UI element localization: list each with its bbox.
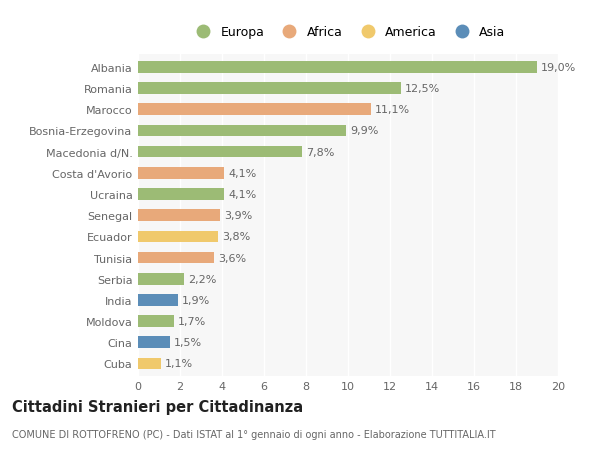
Text: 4,1%: 4,1% [229,168,257,179]
Text: 1,1%: 1,1% [166,358,193,369]
Text: 19,0%: 19,0% [541,63,577,73]
Text: 11,1%: 11,1% [376,105,410,115]
Text: 1,7%: 1,7% [178,316,206,326]
Text: 7,8%: 7,8% [306,147,334,157]
Bar [138,231,218,243]
Bar [138,62,537,73]
Text: 9,9%: 9,9% [350,126,379,136]
Bar [138,189,224,201]
Bar [138,358,161,369]
Bar [138,146,302,158]
Bar [138,273,184,285]
Text: 1,5%: 1,5% [174,337,202,347]
Bar [138,83,401,95]
Text: 12,5%: 12,5% [404,84,440,94]
Bar [138,125,346,137]
Text: COMUNE DI ROTTOFRENO (PC) - Dati ISTAT al 1° gennaio di ogni anno - Elaborazione: COMUNE DI ROTTOFRENO (PC) - Dati ISTAT a… [12,429,496,439]
Bar [138,295,178,306]
Text: 3,6%: 3,6% [218,253,246,263]
Bar [138,337,170,348]
Bar [138,168,224,179]
Text: 2,2%: 2,2% [188,274,217,284]
Text: 3,9%: 3,9% [224,211,253,221]
Text: 1,9%: 1,9% [182,295,211,305]
Legend: Europa, Africa, America, Asia: Europa, Africa, America, Asia [190,26,506,39]
Bar [138,316,174,327]
Text: Cittadini Stranieri per Cittadinanza: Cittadini Stranieri per Cittadinanza [12,399,303,414]
Text: 4,1%: 4,1% [229,190,257,200]
Bar [138,104,371,116]
Bar [138,252,214,264]
Text: 3,8%: 3,8% [222,232,250,242]
Bar [138,210,220,222]
